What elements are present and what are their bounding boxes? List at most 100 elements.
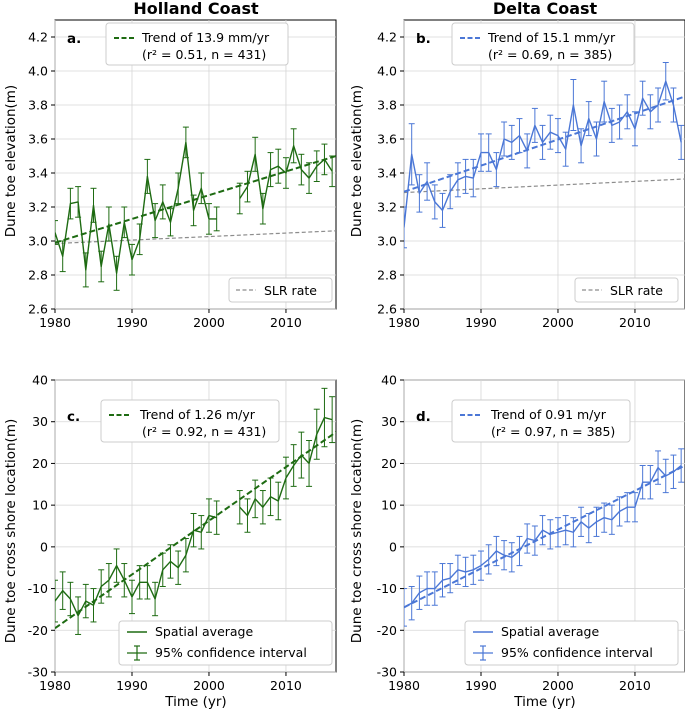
legend-slr: SLR rate xyxy=(228,277,333,303)
x-tick-label: 1980 xyxy=(388,678,420,693)
legend-trend-text: Trend of 13.9 mm/yr xyxy=(141,30,270,45)
x-tick-label: 1990 xyxy=(116,315,148,330)
y-tick-label: 4.0 xyxy=(377,64,397,79)
legend-trend: Trend of 0.91 m/yr (r² = 0.97, n = 385) xyxy=(451,399,631,443)
legend-box xyxy=(105,22,289,66)
y-tick-label: 2.8 xyxy=(28,268,48,283)
legend-trend-text: Trend of 1.26 m/yr xyxy=(139,407,256,422)
legend-series: Spatial average 95% confidence interval xyxy=(118,620,333,666)
plot-clip-group xyxy=(404,62,685,249)
plot-marks xyxy=(404,448,685,627)
legend-slr: SLR rate xyxy=(574,277,679,303)
legend-r2-text: (r² = 0.97, n = 385) xyxy=(491,424,615,439)
legend-box xyxy=(451,22,635,66)
legend-trend: Trend of 15.1 mm/yr (r² = 0.69, n = 385) xyxy=(451,22,635,66)
y-tick-label: 3.8 xyxy=(28,98,48,113)
legend-ci-swatch xyxy=(127,645,147,661)
gridlines xyxy=(403,20,685,310)
legend-box xyxy=(228,277,333,303)
trend-line xyxy=(404,464,685,609)
y-tick-label: 3.8 xyxy=(377,98,397,113)
y-tick-label: 2.6 xyxy=(28,302,48,317)
y-tick-label: 2.6 xyxy=(377,302,397,317)
panel-c: 1980 1990 2000 2010 -30 -20 -10 0 10 20 30 40 Dune … xyxy=(3,373,337,694)
plot-clip-group xyxy=(55,387,336,635)
x-tick-label: 2010 xyxy=(270,315,302,330)
y-tick-label: 3.2 xyxy=(28,200,48,215)
y-tick-label: -20 xyxy=(377,623,397,638)
spatial-average-line xyxy=(55,416,333,617)
spatial-average-line xyxy=(55,141,333,274)
y-tick-label: -10 xyxy=(377,581,397,596)
plot-marks xyxy=(55,126,336,291)
trend-line xyxy=(55,431,336,630)
x-tick-label: 2010 xyxy=(270,678,302,693)
legend-avg-text: Spatial average xyxy=(155,624,253,639)
x-tick-label: 2000 xyxy=(542,678,574,693)
x-tick-label: 2000 xyxy=(193,678,225,693)
x-tick-label: 2000 xyxy=(193,315,225,330)
column-title-holland: Holland Coast xyxy=(133,0,259,18)
panel-label: b. xyxy=(416,31,431,47)
y-tick-label: -30 xyxy=(377,665,397,680)
x-axis-label: Time (yr) xyxy=(513,694,575,710)
y-tick-label: 40 xyxy=(32,373,48,388)
y-tick-label: -10 xyxy=(28,581,48,596)
y-tick-label: 40 xyxy=(381,373,397,388)
axis-ticks: 1980 1990 2000 2010 -30 -20 -10 0 10 20 30 40 xyxy=(377,373,651,694)
legend-trend: Trend of 13.9 mm/yr (r² = 0.51, n = 431) xyxy=(105,22,289,66)
x-tick-label: 1980 xyxy=(39,678,71,693)
y-tick-label: 20 xyxy=(381,456,397,471)
y-axis-label: Dune toe elevation(m) xyxy=(3,85,19,237)
y-axis-label: Dune toe cross shore location(m) xyxy=(3,419,19,644)
plot-clip-group xyxy=(55,126,336,291)
plot-clip-group xyxy=(404,448,685,627)
y-tick-label: -20 xyxy=(28,623,48,638)
axis-ticks: 1980 1990 2000 2010 -30 -20 -10 0 10 20 30 40 xyxy=(28,373,302,694)
legend-r2-text: (r² = 0.51, n = 431) xyxy=(142,47,266,62)
y-tick-label: 10 xyxy=(32,498,48,513)
legend-box xyxy=(451,399,631,443)
y-tick-label: 3.6 xyxy=(28,132,48,147)
x-axis-label: Time (yr) xyxy=(164,694,226,710)
spatial-average-line xyxy=(404,80,682,228)
column-title-delta: Delta Coast xyxy=(493,0,598,18)
panel-d: 1980 1990 2000 2010 -30 -20 -10 0 10 20 30 40 Dune … xyxy=(349,373,685,694)
y-tick-label: 3.0 xyxy=(28,234,48,249)
panel-a: 1980 1990 2000 2010 2.6 2.8 3.0 3.2 3.4 3.6 3.8 4.0… xyxy=(3,19,337,330)
y-tick-label: 4.2 xyxy=(377,30,397,45)
y-tick-label: 30 xyxy=(32,414,48,429)
trend-line xyxy=(404,95,685,193)
y-tick-label: 0 xyxy=(389,539,397,554)
legend-trend: Trend of 1.26 m/yr (r² = 0.92, n = 431) xyxy=(100,399,280,443)
y-tick-label: 3.4 xyxy=(28,166,48,181)
legend-box xyxy=(574,277,679,303)
legend-r2-text: (r² = 0.92, n = 431) xyxy=(142,424,266,439)
panel-b: 1980 1990 2000 2010 2.6 2.8 3.0 3.2 3.4 3.6 3.8 4.0… xyxy=(349,19,685,331)
y-tick-label: 3.0 xyxy=(377,234,397,249)
legend-box xyxy=(100,399,280,443)
legend-slr-text: SLR rate xyxy=(264,283,317,298)
y-axis-label: Dune toe elevation(m) xyxy=(349,85,365,237)
legend-series: Spatial average 95% confidence interval xyxy=(464,620,679,666)
slr-rate-line xyxy=(404,178,685,194)
legend-avg-text: Spatial average xyxy=(501,624,599,639)
axis-ticks: 1980 1990 2000 2010 2.6 2.8 3.0 3.2 3.4 3.6 3.8 4.0… xyxy=(377,30,651,331)
plot-marks xyxy=(404,62,685,249)
trend-line xyxy=(55,155,336,244)
y-tick-label: 3.4 xyxy=(377,166,397,181)
x-tick-label: 1990 xyxy=(465,678,497,693)
panel-label: d. xyxy=(416,409,431,425)
y-tick-label: 2.8 xyxy=(377,268,397,283)
y-tick-label: 10 xyxy=(381,498,397,513)
legend-trend-text: Trend of 15.1 mm/yr xyxy=(487,30,616,45)
x-tick-label: 1980 xyxy=(388,315,420,330)
plot-marks xyxy=(55,387,336,635)
legend-r2-text: (r² = 0.69, n = 385) xyxy=(488,47,612,62)
y-axis-label: Dune toe cross shore location(m) xyxy=(349,419,365,644)
legend-ci-text: 95% confidence interval xyxy=(501,645,653,660)
legend-slr-text: SLR rate xyxy=(610,283,663,298)
y-tick-label: -30 xyxy=(28,665,48,680)
x-tick-label: 1990 xyxy=(116,678,148,693)
